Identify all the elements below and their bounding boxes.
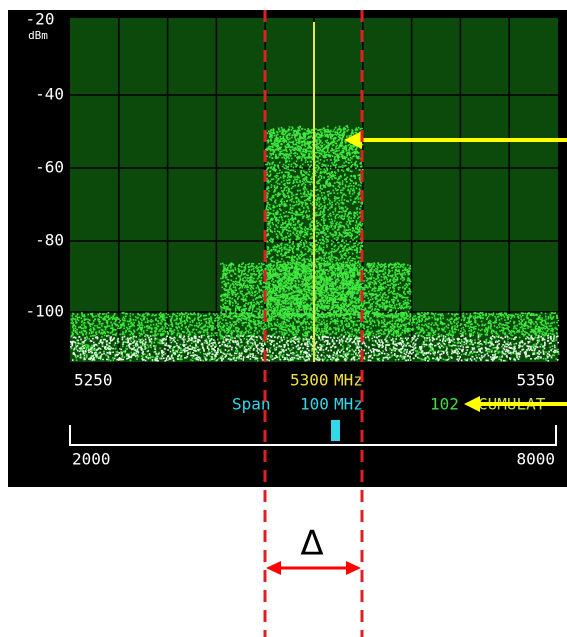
y-label: -40 [35, 85, 64, 104]
scale-end: 8000 [516, 450, 555, 469]
scale-bar [69, 425, 557, 446]
scale-start: 2000 [72, 450, 111, 469]
y-label: -80 [35, 231, 64, 250]
x-center: 5300 [290, 371, 329, 390]
span-unit: MHz [334, 395, 363, 414]
scale-indicator [331, 420, 340, 441]
delta-label: Δ [300, 524, 323, 564]
delta-arrowhead [266, 561, 281, 575]
span-value: 100 [300, 395, 329, 414]
y-label: -100 [25, 302, 64, 321]
y-unit: dBm [28, 29, 48, 42]
delta-arrowhead [346, 561, 361, 575]
count-value: 102 [430, 395, 459, 414]
x-center-unit: MHz [334, 371, 363, 390]
x-end: 5350 [516, 371, 555, 390]
x-start: 5250 [74, 371, 113, 390]
annotation-arrowhead [344, 131, 362, 149]
annotation-arrowhead [464, 396, 480, 412]
y-label: -60 [35, 158, 64, 177]
y-label: -20 [26, 10, 55, 29]
span-label: Span [232, 395, 271, 414]
